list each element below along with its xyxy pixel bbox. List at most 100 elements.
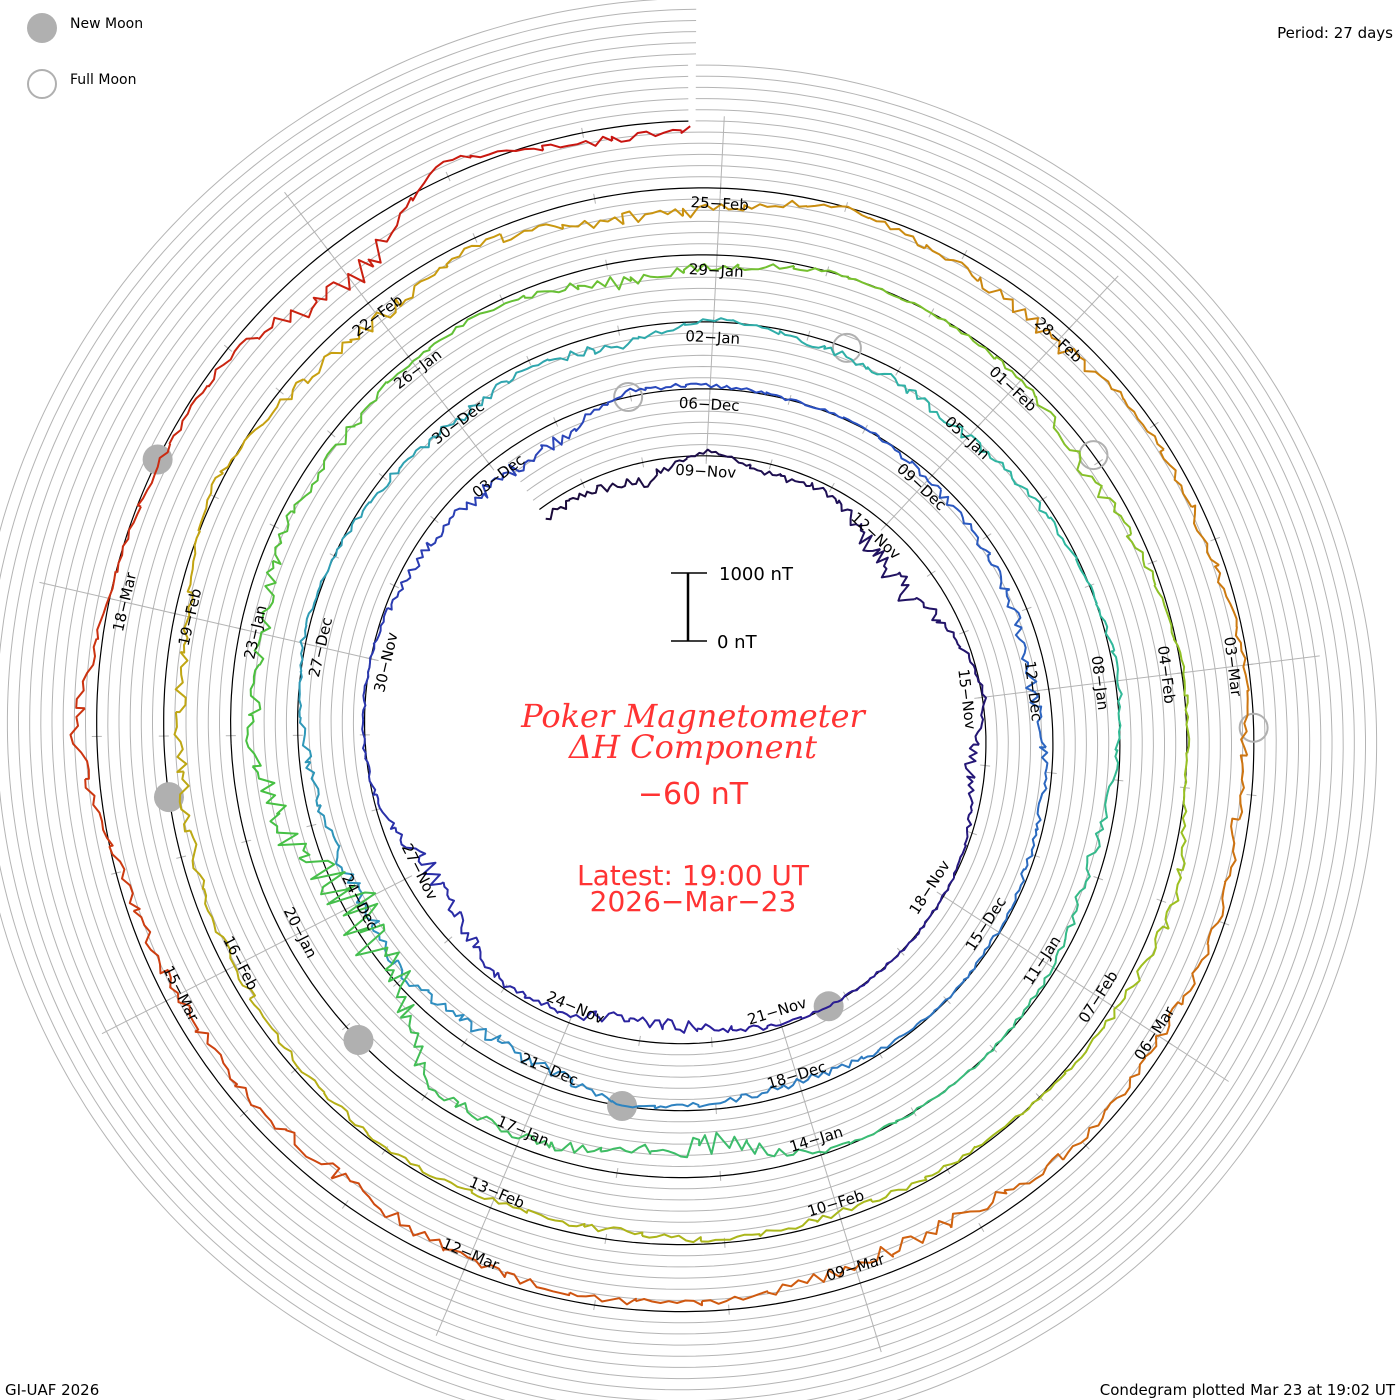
series-segment [1223,817,1240,884]
series-segment [1125,533,1157,586]
latest-date: 2026−Mar−23 [590,885,797,918]
baseline-spiral [96,120,1255,1313]
series-segment [600,1143,652,1155]
series-segment [285,1129,341,1180]
series-segment [1012,984,1045,1027]
series-segment [1122,398,1165,451]
series-segment [686,448,721,459]
series-segment [272,510,293,565]
series-segment [1005,588,1023,629]
series-segment [987,552,1010,591]
series-segment [385,1211,445,1252]
series-segment [792,265,850,278]
series-segment [1097,485,1133,535]
grid-spiral-outer [6,31,1344,1400]
series-segment [417,1164,474,1193]
series-segment [737,263,795,271]
full-moon-legend-label: Full Moon [70,72,136,88]
date-label: 29−Jan [688,260,744,281]
series-segment [298,670,303,719]
series-segment [933,979,966,1012]
series-segment [569,1291,637,1306]
series-segment [1214,564,1238,628]
chart-subtitle: ΔH Component [567,728,817,766]
series-segment [197,472,224,532]
series-segment [1078,846,1101,893]
series-segment [467,380,508,411]
grid-spiral-outer [18,42,1333,1391]
series-segment [740,1083,784,1099]
series-segment [394,266,448,308]
series-segment [868,216,926,250]
date-label: 26−Jan [391,345,446,392]
full-moon-marker [613,382,644,413]
series-segment [748,464,782,477]
series-segment [680,125,691,134]
series-segment [545,499,571,521]
period-label: Period: 27 days [1277,24,1393,42]
series-segment [506,358,549,385]
date-label: 15−Mar [159,963,203,1025]
series-segment [935,619,962,649]
series-segment [364,757,377,796]
series-segment [541,135,613,151]
series-segment [1014,626,1029,668]
series-segment [655,457,688,475]
series-segment [178,771,191,833]
date-label: 09−Mar [824,1250,887,1285]
series-segment [353,380,388,428]
series-segment [779,473,811,487]
data-series [69,125,1250,1307]
series-segment [1172,638,1186,696]
grid-spiral-outer [29,53,1322,1380]
series-segment [1238,754,1248,821]
chart-title: Poker Magnetometer [520,697,866,735]
date-label: 21−Nov [745,994,809,1029]
series-segment [988,908,1012,947]
series-segment [872,548,898,579]
series-segment [84,778,114,848]
radial-spoke [936,891,1229,1082]
series-segment [1013,482,1050,519]
series-segment [862,1035,901,1060]
series-segment [251,765,287,815]
series-segment [635,1298,703,1307]
series-segment [766,1016,803,1028]
latest-time: Latest: 19:00 UT [577,859,810,892]
series-segment [454,1102,502,1132]
series-segment [547,346,595,362]
series-segment [698,1094,742,1109]
series-segment [1048,516,1079,560]
date-label: 20−Jan [280,904,321,961]
series-segment [427,990,465,1022]
series-segment [1164,868,1183,930]
series-segment [654,1101,700,1110]
legend: New Moon Full Moon [27,13,143,99]
series-segment [896,571,915,602]
grid-spiral [73,98,1277,1335]
series-segment [833,984,866,1004]
date-label: 18−Dec [765,1058,828,1093]
series-segment [798,1141,851,1155]
date-label: 25−Feb [690,193,749,214]
series-segment [731,319,780,336]
series-segment [899,1010,936,1038]
series-segment [524,996,560,1014]
series-segment [809,482,839,505]
series-segment [606,387,647,406]
series-segment [452,493,485,517]
series-segment [1024,828,1039,871]
date-label: 18−Nov [906,857,954,918]
series-segment [593,337,639,355]
series-segment [1182,752,1188,812]
series-segment [871,1176,928,1203]
series-segment [261,560,277,614]
series-segment [1206,881,1227,945]
series-segment [978,1025,1016,1064]
series-segment [1136,925,1170,982]
new-moon-marker [153,782,184,813]
series-segment [890,935,917,963]
date-label: 06−Dec [678,394,740,415]
